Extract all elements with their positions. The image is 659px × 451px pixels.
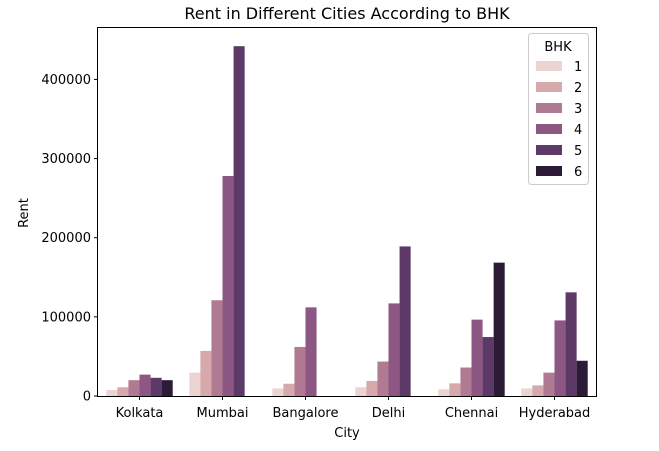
bar-mumbai-bhk-1 [189, 372, 201, 396]
x-tick-label: Chennai [445, 406, 498, 421]
legend-swatch-bhk-5 [536, 145, 562, 155]
bar-bangalore-bhk-2 [283, 383, 295, 396]
legend-swatch-bhk-2 [536, 82, 562, 92]
bar-bangalore-bhk-4 [305, 307, 317, 396]
legend-title: BHK [544, 40, 572, 55]
legend-label-bhk-4: 4 [574, 123, 582, 138]
x-axis: Kolkata Mumbai Bangalore Delhi Chennai Hydera… [116, 396, 591, 421]
plot-frame [97, 27, 597, 397]
y-tick-label: 0 [83, 390, 91, 405]
bar-kolkata-bhk-4 [139, 374, 151, 396]
bar-mumbai-bhk-2 [200, 350, 212, 396]
bar-chennai-bhk-5 [482, 337, 494, 396]
bar-chennai-bhk-3 [460, 367, 472, 396]
bar-chennai-bhk-4 [471, 319, 483, 396]
x-tick-label: Hyderabad [519, 406, 591, 421]
bar-hyderabad-bhk-6 [576, 360, 588, 396]
x-axis-label: City [334, 426, 360, 441]
y-tick-label: 200000 [41, 231, 91, 246]
chart-title: Rent in Different Cities According to BH… [184, 4, 510, 23]
bar-hyderabad-bhk-5 [565, 292, 577, 396]
bar-delhi-bhk-1 [355, 387, 367, 396]
bar-kolkata-bhk-6 [161, 380, 173, 396]
legend-swatch-bhk-6 [536, 166, 562, 176]
bar-mumbai-bhk-4 [222, 175, 234, 396]
bar-chennai-bhk-2 [449, 383, 461, 396]
x-tick-label: Mumbai [197, 406, 249, 421]
legend-label-bhk-1: 1 [574, 60, 582, 75]
bar-chennai-bhk-1 [438, 389, 450, 396]
legend-label-bhk-3: 3 [574, 102, 582, 117]
bar-bangalore-bhk-3 [294, 346, 306, 396]
bar-delhi-bhk-5 [399, 246, 411, 396]
bar-kolkata-bhk-1 [106, 390, 118, 396]
bar-hyderabad-bhk-4 [554, 320, 566, 396]
legend-items: 1 2 3 4 5 6 [536, 60, 582, 180]
y-tick-label: 100000 [41, 310, 91, 325]
legend-label-bhk-6: 6 [574, 165, 582, 180]
bar-mumbai-bhk-3 [211, 300, 223, 396]
y-axis: 0 100000 200000 300000 400000 [41, 73, 98, 405]
x-tick-label: Kolkata [116, 406, 164, 421]
y-tick-label: 400000 [41, 73, 91, 88]
legend: BHK 1 2 3 4 5 6 [528, 33, 589, 185]
bar-hyderabad-bhk-1 [521, 388, 533, 396]
x-tick-label: Bangalore [273, 406, 339, 421]
bar-kolkata-bhk-2 [117, 387, 129, 396]
bar-delhi-bhk-4 [388, 303, 400, 396]
bar-hyderabad-bhk-3 [543, 372, 555, 396]
bar-bangalore-bhk-1 [272, 388, 284, 396]
bar-kolkata-bhk-3 [128, 380, 140, 396]
legend-swatch-bhk-3 [536, 103, 562, 113]
bar-chennai-bhk-6 [493, 262, 505, 396]
y-tick-label: 300000 [41, 152, 91, 167]
y-axis-label: Rent [17, 198, 32, 228]
x-tick-label: Delhi [372, 406, 405, 421]
legend-swatch-bhk-1 [536, 61, 562, 71]
bar-mumbai-bhk-5 [233, 46, 245, 396]
bar-delhi-bhk-3 [377, 361, 389, 396]
legend-swatch-bhk-4 [536, 124, 562, 134]
legend-label-bhk-5: 5 [574, 144, 582, 159]
bars-layer [106, 46, 588, 396]
bar-hyderabad-bhk-2 [532, 385, 544, 396]
legend-label-bhk-2: 2 [574, 81, 582, 96]
bar-kolkata-bhk-5 [150, 377, 162, 396]
bar-delhi-bhk-2 [366, 380, 378, 396]
